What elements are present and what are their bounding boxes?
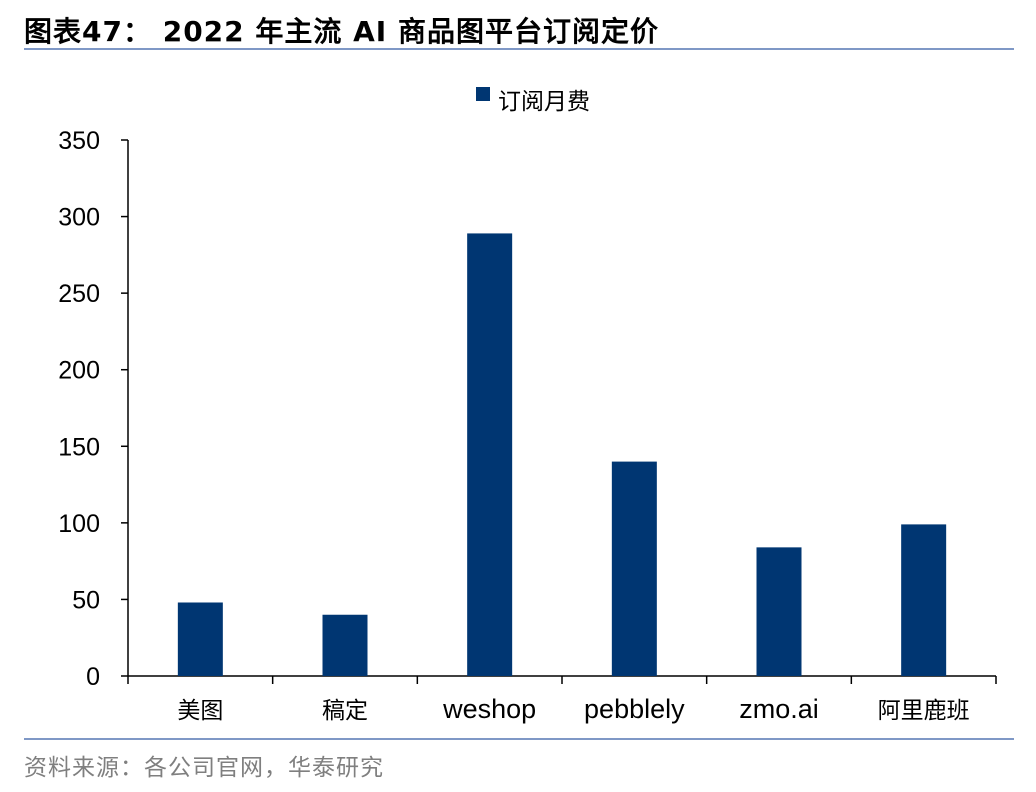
source-rule xyxy=(24,738,1014,740)
x-category-label: pebblely xyxy=(584,694,685,724)
bar-chart: 0 50 100 150 200 250 300 350 美图 稿定 weshop pebblely z… xyxy=(58,87,997,724)
x-category-label: zmo.ai xyxy=(739,694,819,724)
bar-1 xyxy=(322,614,368,676)
bar-5 xyxy=(901,524,947,676)
legend-label: 订阅月费 xyxy=(498,89,590,115)
figure-title: 图表47： 2022 年主流 AI 商品图平台订阅定价 xyxy=(24,15,659,48)
title-rule xyxy=(24,48,1014,50)
x-category-label: 稿定 xyxy=(322,698,368,724)
y-tick-label: 150 xyxy=(58,433,100,461)
bar-3 xyxy=(611,461,657,676)
legend-swatch xyxy=(476,87,490,101)
bar-4 xyxy=(756,547,802,676)
bar-0 xyxy=(177,602,223,676)
x-category-label: weshop xyxy=(442,694,536,724)
y-tick-label: 50 xyxy=(72,586,100,614)
y-tick-label: 100 xyxy=(58,510,100,538)
y-tick-label: 200 xyxy=(58,357,100,385)
y-tick-label: 300 xyxy=(58,204,100,232)
y-tick-label: 0 xyxy=(86,663,100,691)
y-tick-label: 350 xyxy=(58,127,100,155)
bar-2 xyxy=(467,233,513,676)
x-category-label: 阿里鹿班 xyxy=(878,698,970,724)
x-category-label: 美图 xyxy=(177,698,223,724)
y-tick-label: 250 xyxy=(58,280,100,308)
source-note: 资料来源：各公司官网，华泰研究 xyxy=(24,755,384,781)
